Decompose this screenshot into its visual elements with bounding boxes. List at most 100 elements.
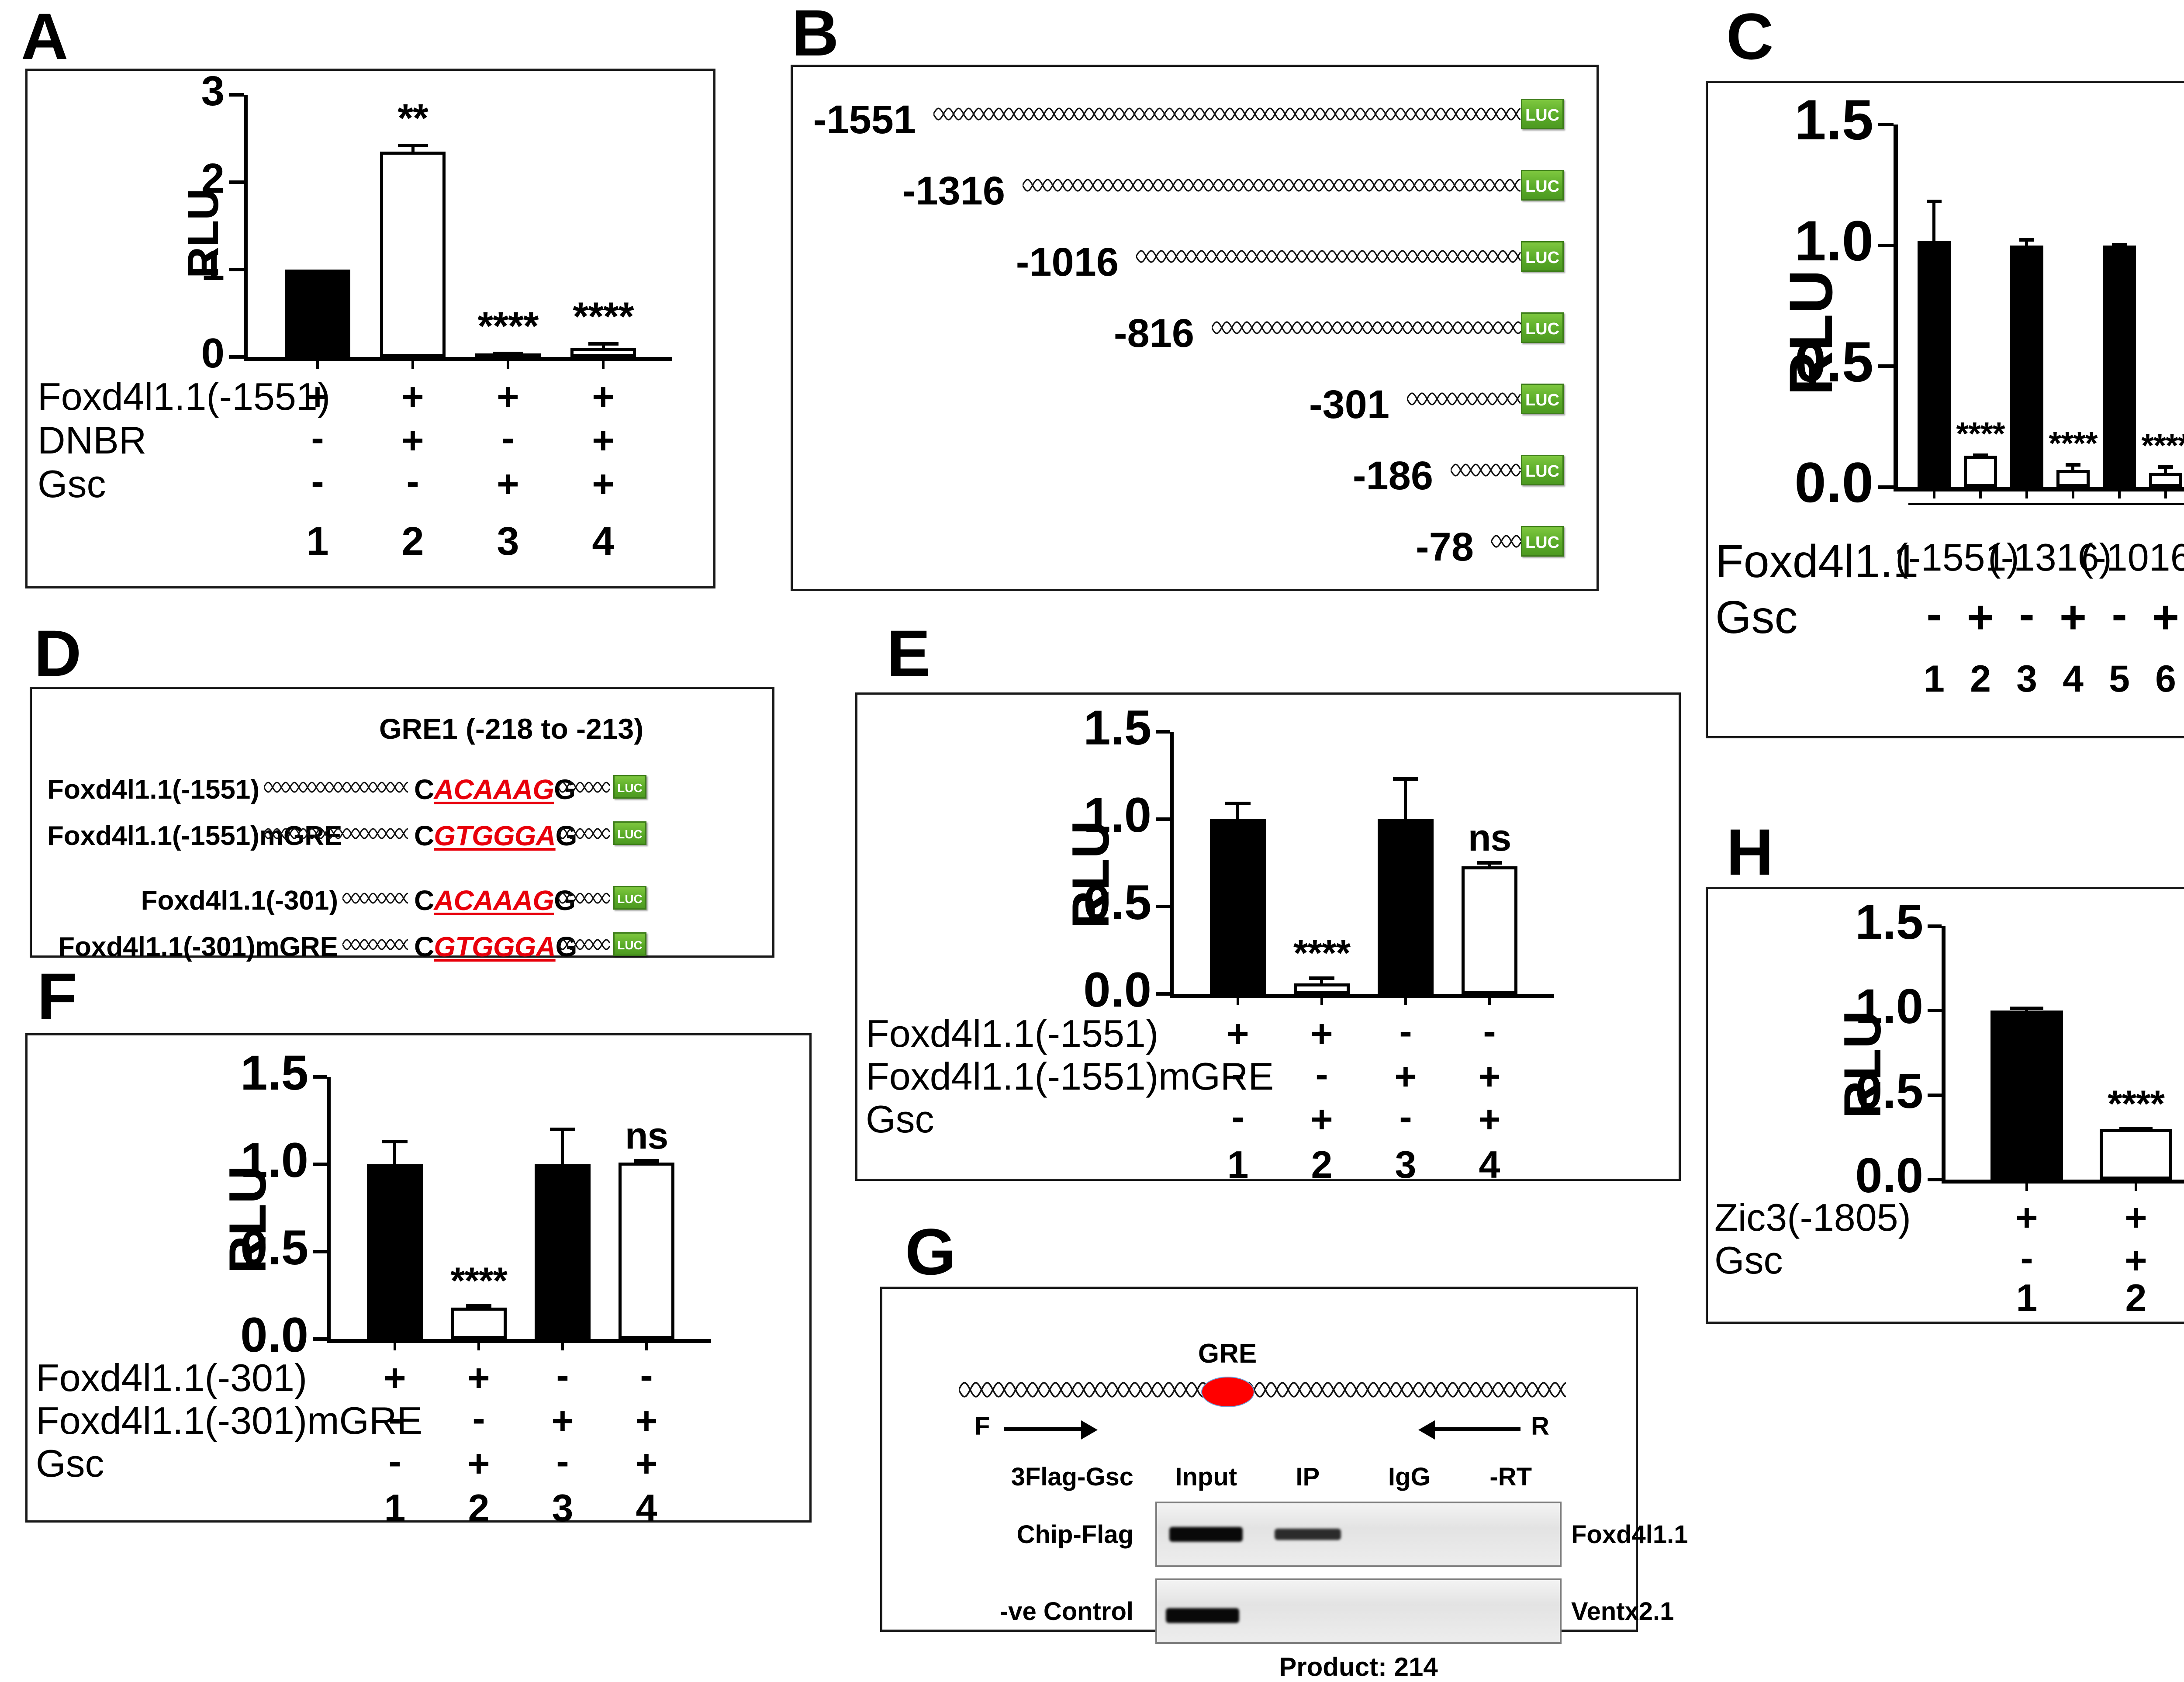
- condition-value: -: [1399, 1095, 1412, 1138]
- error-bar-stem: [393, 1140, 397, 1164]
- panel-e-chart: 0.0 0.5 1.0 1.5 RLU **** ns Foxd4l1.1(-1551) + + -…: [855, 692, 1681, 1186]
- group-label: (-1316): [1988, 536, 2112, 579]
- y-tick-label: 0.0: [1855, 1148, 1923, 1203]
- x-axis: [327, 1339, 711, 1343]
- y-tick: [1156, 905, 1170, 908]
- error-bar-stem: [1404, 777, 1407, 819]
- gre-site-marker: [1201, 1377, 1254, 1407]
- panel-h-chart: 0.0 0.5 1.0 1.5 RLU **** Zic3(-1805) + + Gsc - +1 2: [1706, 887, 2184, 1324]
- condition-value: +: [2125, 1196, 2147, 1239]
- condition-value: -: [1399, 1009, 1412, 1052]
- sequence-suffix: G: [554, 774, 576, 805]
- condition-value: +: [592, 462, 615, 505]
- error-bar-cap: [2010, 1006, 2044, 1010]
- dna-wavy-line: [1450, 457, 1521, 483]
- y-tick-label: 0.5: [1794, 329, 1873, 394]
- y-tick-label: 1.5: [1855, 895, 1923, 950]
- panel-letter-f: F: [37, 959, 77, 1033]
- significance-marker: ****: [2108, 1083, 2165, 1125]
- y-axis: [244, 95, 248, 357]
- error-bar: [633, 1159, 660, 1163]
- dna-wavy-line-right: [557, 934, 611, 955]
- panel-a-chart: 0 1 2 3 RLU ** **** **** Foxd4l1.1(-1551) + + + + DNB…: [25, 67, 715, 588]
- lane-number: 2: [1970, 658, 1991, 700]
- condition-value: +: [401, 419, 424, 462]
- dna-wavy-line: [1490, 529, 1522, 554]
- error-bar-cap: [2019, 238, 2035, 242]
- condition-value: +: [467, 1356, 490, 1399]
- construct-position-label: -816: [1113, 311, 1194, 356]
- panel-letter-a: A: [21, 0, 69, 73]
- y-tick: [313, 1337, 327, 1341]
- error-bar-cap: [1973, 453, 1988, 457]
- condition-value: +: [1394, 1055, 1417, 1098]
- lane-number: 3: [552, 1486, 574, 1530]
- bar-4: [619, 1163, 674, 1339]
- error-bar: [493, 352, 523, 355]
- lane-number: 4: [592, 519, 615, 564]
- reverse-primer-arrow: [1435, 1427, 1521, 1431]
- bar-1: [1918, 240, 1951, 487]
- y-tick-label: 0.5: [1855, 1063, 1923, 1118]
- gel-row-label: -ve Control: [999, 1597, 1133, 1626]
- bar-1: [1210, 819, 1266, 994]
- sequence-prefix: C: [414, 774, 434, 805]
- gre-motif: ACAAAG: [434, 885, 554, 916]
- x-tick: [411, 357, 414, 369]
- y-tick-label: 1.0: [240, 1133, 308, 1188]
- x-tick: [602, 357, 605, 369]
- dna-wavy-line: [1406, 386, 1521, 412]
- luc-reporter-box: LUC: [1521, 312, 1564, 343]
- dna-wavy-line-left: [263, 777, 408, 798]
- construct-position-label: -1551: [813, 97, 916, 142]
- error-bar-stem: [2071, 463, 2075, 471]
- error-bar-stem: [561, 1128, 564, 1164]
- condition-value: -: [1483, 1009, 1496, 1052]
- panel-a: [25, 69, 715, 588]
- y-axis-label: RLU: [1833, 1011, 1892, 1118]
- lane-number: 1: [306, 519, 329, 564]
- condition-value: -: [501, 416, 515, 459]
- significance-marker: ****: [477, 304, 539, 349]
- gre-sequence: CGTGGGAG: [414, 931, 577, 963]
- x-tick: [1488, 994, 1491, 1005]
- panel-d: [30, 687, 774, 958]
- x-tick: [2164, 487, 2167, 498]
- y-tick-label: 3: [201, 67, 225, 114]
- group-label: (-816): [2169, 535, 2184, 580]
- error-bar-cap: [1926, 199, 1942, 203]
- error-bar-cap: [382, 1140, 408, 1143]
- luc-reporter-box: LUC: [613, 775, 646, 799]
- significance-marker: ****: [2141, 427, 2184, 464]
- panel-c-chart: 0.00.51.01.5RLU********************nsns(…: [1706, 81, 2184, 738]
- bar-1: [285, 270, 350, 357]
- condition-value: -: [2020, 1236, 2033, 1279]
- gre-motif: GTGGGA: [434, 820, 556, 851]
- panel-b: [791, 65, 1599, 591]
- error-bar-cap: [397, 144, 428, 147]
- significance-marker: ns: [1468, 817, 1511, 859]
- condition-value: +: [635, 1399, 658, 1442]
- y-tick-label: 1.0: [1083, 788, 1151, 843]
- x-axis: [244, 357, 672, 361]
- luc-reporter-box: LUC: [1521, 99, 1564, 129]
- group-label: (-1551): [1895, 536, 2019, 579]
- luc-reporter-box: LUC: [613, 821, 646, 845]
- lane-number: 3: [497, 519, 519, 564]
- condition-value: +: [2152, 592, 2179, 643]
- gre-motif: GTGGGA: [434, 931, 556, 962]
- dna-wavy-line-right: [557, 823, 611, 844]
- group-rule: [2093, 503, 2184, 505]
- construct-position-label: -186: [1352, 453, 1433, 498]
- condition-value: +: [384, 1356, 406, 1399]
- construct-name-label: Foxd4l1.1(-1551): [47, 775, 259, 805]
- gel-row-label: Chip-Flag: [1016, 1520, 1133, 1549]
- condition-value: -: [556, 1439, 569, 1482]
- y-tick: [229, 180, 244, 184]
- condition-value: +: [306, 375, 329, 418]
- condition-value: -: [2111, 588, 2127, 640]
- x-tick: [316, 357, 319, 369]
- condition-value: -: [2019, 588, 2035, 640]
- lane-number: 2: [2125, 1276, 2147, 1319]
- luc-reporter-box: LUC: [613, 886, 646, 910]
